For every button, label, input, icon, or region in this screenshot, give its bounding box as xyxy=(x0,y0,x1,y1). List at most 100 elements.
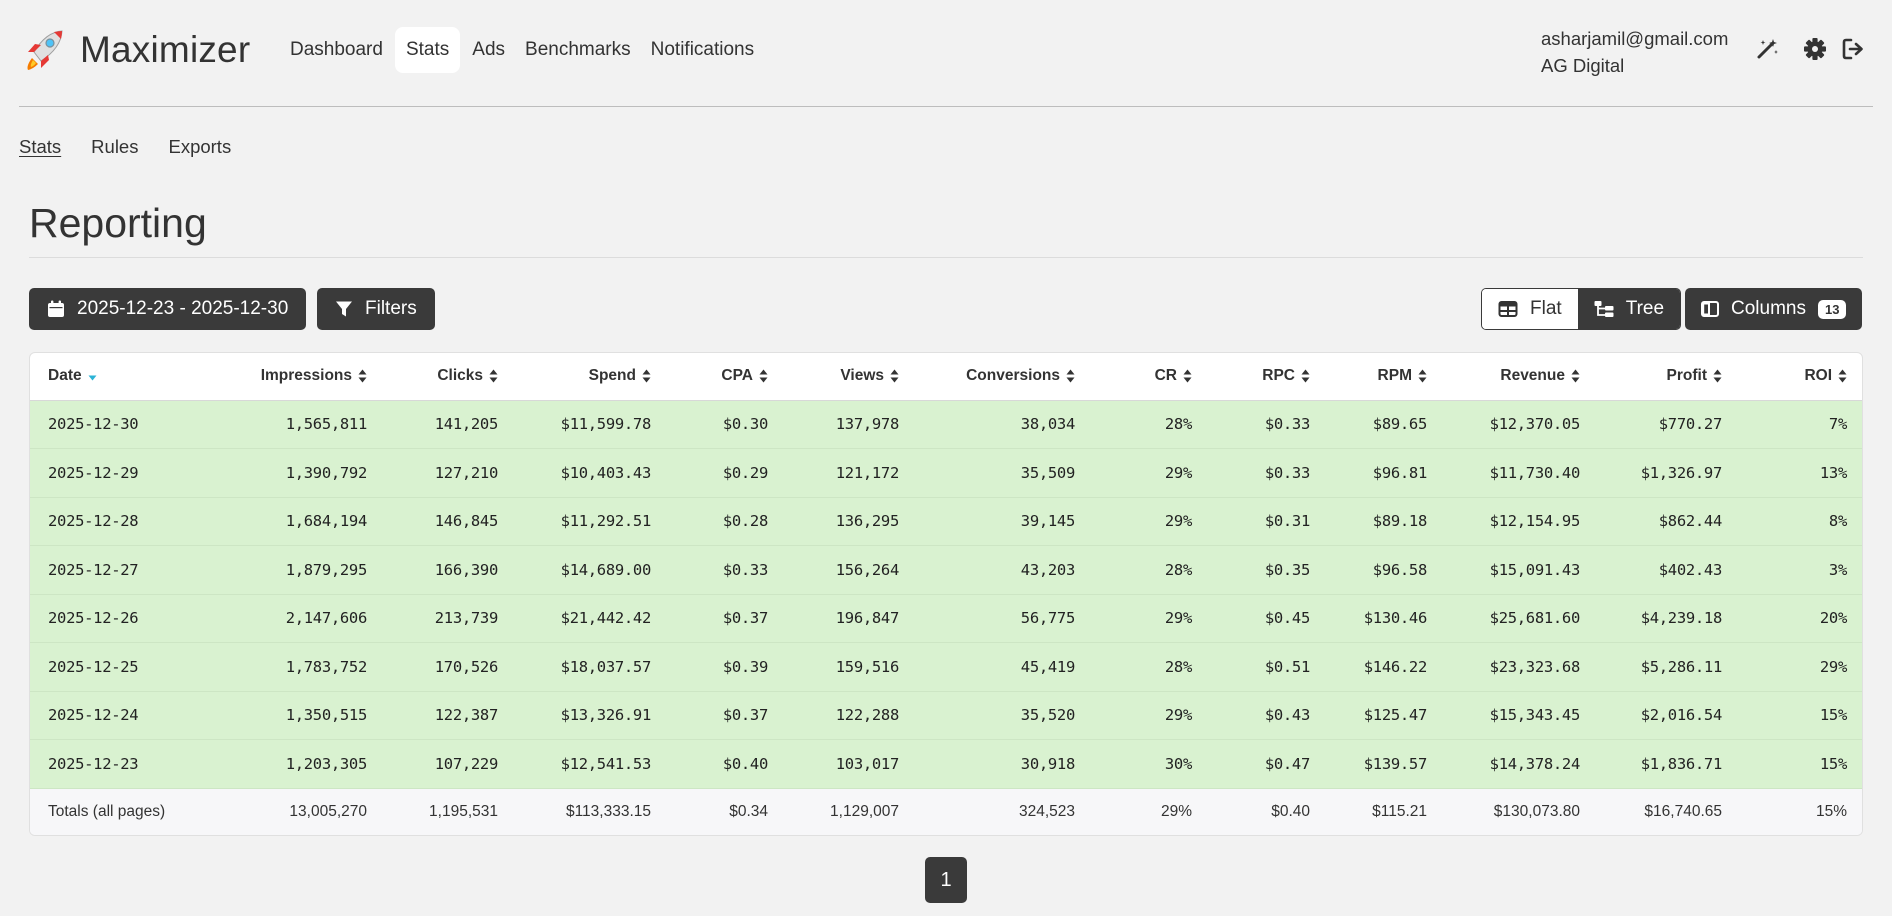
total-profit: $16,740.65 xyxy=(1597,788,1739,835)
nav-notifications[interactable]: Notifications xyxy=(650,39,755,60)
cell-clicks: 146,845 xyxy=(384,497,515,546)
column-header-clicks[interactable]: Clicks xyxy=(384,353,515,401)
column-header-views[interactable]: Views xyxy=(785,353,916,401)
view-toggle: Flat Tree xyxy=(1481,288,1682,330)
sub-nav: Stats Rules Exports xyxy=(19,136,261,158)
cell-profit: $1,326.97 xyxy=(1597,448,1739,498)
filters-button[interactable]: Filters xyxy=(317,288,435,330)
nav-ads[interactable]: Ads xyxy=(472,39,506,60)
view-tree-label: Tree xyxy=(1625,298,1665,319)
column-header-cpa[interactable]: CPA xyxy=(668,353,785,401)
pagination-page-1[interactable]: 1 xyxy=(925,857,967,903)
table-row[interactable]: 2025-12-27 1,879,295 166,390 $14,689.00 $0.3… xyxy=(30,545,1862,595)
cell-views: 103,017 xyxy=(785,739,916,789)
total-cr: 29% xyxy=(1092,788,1209,835)
cell-roi: 3% xyxy=(1739,545,1862,595)
column-label: RPM xyxy=(1377,367,1412,385)
totals-label: Totals (all pages) xyxy=(30,788,188,835)
filters-label: Filters xyxy=(365,298,417,319)
column-header-profit[interactable]: Profit xyxy=(1597,353,1739,401)
column-header-impressions[interactable]: Impressions xyxy=(188,353,384,401)
cell-spend: $14,689.00 xyxy=(515,545,668,595)
subnav-rules[interactable]: Rules xyxy=(91,136,139,157)
sort-icon xyxy=(358,369,367,383)
cell-conversions: 45,419 xyxy=(916,642,1092,692)
column-header-rpm[interactable]: RPM xyxy=(1327,353,1444,401)
total-roi: 15% xyxy=(1739,788,1862,835)
sort-icon xyxy=(1838,369,1847,383)
cell-rpc: $0.35 xyxy=(1209,545,1327,595)
columns-count-badge: 13 xyxy=(1817,299,1847,319)
brand[interactable]: Maximizer xyxy=(24,28,250,72)
columns-label: Columns xyxy=(1731,298,1806,319)
cell-impressions: 1,350,515 xyxy=(188,691,384,740)
cell-clicks: 127,210 xyxy=(384,448,515,498)
view-tree-button[interactable]: Tree xyxy=(1577,289,1681,329)
cell-roi: 15% xyxy=(1739,739,1862,789)
columns-icon xyxy=(1701,301,1719,317)
cell-roi: 8% xyxy=(1739,497,1862,546)
cell-cr: 28% xyxy=(1092,545,1209,595)
cell-date: 2025-12-29 xyxy=(30,448,188,498)
table-row[interactable]: 2025-12-28 1,684,194 146,845 $11,292.51 $0.2… xyxy=(30,497,1862,546)
column-label: CPA xyxy=(721,367,753,385)
column-header-conversions[interactable]: Conversions xyxy=(916,353,1092,401)
cell-rpc: $0.51 xyxy=(1209,642,1327,692)
cell-revenue: $14,378.24 xyxy=(1444,739,1597,789)
table-header-row: Date Impressions Clicks Spend CPA Views Conver… xyxy=(30,353,1862,401)
nav-stats[interactable]: Stats xyxy=(394,27,461,73)
column-header-rpc[interactable]: RPC xyxy=(1209,353,1327,401)
column-header-revenue[interactable]: Revenue xyxy=(1444,353,1597,401)
column-label: Views xyxy=(840,367,884,385)
cell-cr: 30% xyxy=(1092,739,1209,789)
table-row[interactable]: 2025-12-24 1,350,515 122,387 $13,326.91 $0.3… xyxy=(30,691,1862,740)
table-row[interactable]: 2025-12-23 1,203,305 107,229 $12,541.53 $0.4… xyxy=(30,739,1862,789)
gear-icon[interactable] xyxy=(1802,36,1828,62)
cell-cpa: $0.33 xyxy=(668,545,785,595)
view-flat-button[interactable]: Flat xyxy=(1482,289,1578,329)
cell-rpm: $125.47 xyxy=(1327,691,1444,740)
cell-cpa: $0.30 xyxy=(668,400,785,449)
column-label: RPC xyxy=(1262,367,1295,385)
columns-button[interactable]: Columns 13 xyxy=(1685,288,1863,330)
logout-icon[interactable] xyxy=(1840,36,1866,62)
cell-cr: 29% xyxy=(1092,691,1209,740)
cell-conversions: 39,145 xyxy=(916,497,1092,546)
date-range-button[interactable]: 2025-12-23 - 2025-12-30 xyxy=(29,288,307,330)
cell-date: 2025-12-24 xyxy=(30,691,188,740)
cell-roi: 13% xyxy=(1739,448,1862,498)
table-row[interactable]: 2025-12-30 1,565,811 141,205 $11,599.78 $0.3… xyxy=(30,400,1862,449)
sort-icon xyxy=(1301,369,1310,383)
user-org: AG Digital xyxy=(1541,55,1625,76)
cell-rpm: $89.18 xyxy=(1327,497,1444,546)
column-header-date[interactable]: Date xyxy=(30,353,188,401)
cell-revenue: $11,730.40 xyxy=(1444,448,1597,498)
table-row[interactable]: 2025-12-25 1,783,752 170,526 $18,037.57 $0.3… xyxy=(30,642,1862,692)
cell-clicks: 166,390 xyxy=(384,545,515,595)
cell-rpm: $89.65 xyxy=(1327,400,1444,449)
cell-impressions: 1,783,752 xyxy=(188,642,384,692)
magic-wand-icon[interactable] xyxy=(1754,36,1780,62)
column-header-roi[interactable]: ROI xyxy=(1739,353,1862,401)
cell-views: 159,516 xyxy=(785,642,916,692)
cell-date: 2025-12-28 xyxy=(30,497,188,546)
cell-conversions: 43,203 xyxy=(916,545,1092,595)
cell-impressions: 1,684,194 xyxy=(188,497,384,546)
user-email: asharjamil@gmail.com xyxy=(1541,28,1729,49)
sort-icon xyxy=(759,369,768,383)
sort-icon xyxy=(1571,369,1580,383)
column-header-cr[interactable]: CR xyxy=(1092,353,1209,401)
report-table-container: Date Impressions Clicks Spend CPA Views Conver… xyxy=(29,352,1863,836)
subnav-exports[interactable]: Exports xyxy=(168,136,232,157)
table-row[interactable]: 2025-12-26 2,147,606 213,739 $21,442.42 $0.3… xyxy=(30,594,1862,643)
column-header-spend[interactable]: Spend xyxy=(515,353,668,401)
sort-icon xyxy=(1418,369,1427,383)
subnav-stats[interactable]: Stats xyxy=(19,136,62,157)
cell-roi: 29% xyxy=(1739,642,1862,692)
nav-dashboard[interactable]: Dashboard xyxy=(290,39,383,60)
table-row[interactable]: 2025-12-29 1,390,792 127,210 $10,403.43 $0.2… xyxy=(30,448,1862,498)
cell-impressions: 2,147,606 xyxy=(188,594,384,643)
total-impressions: 13,005,270 xyxy=(188,788,384,835)
nav-benchmarks[interactable]: Benchmarks xyxy=(525,39,631,60)
cell-views: 136,295 xyxy=(785,497,916,546)
